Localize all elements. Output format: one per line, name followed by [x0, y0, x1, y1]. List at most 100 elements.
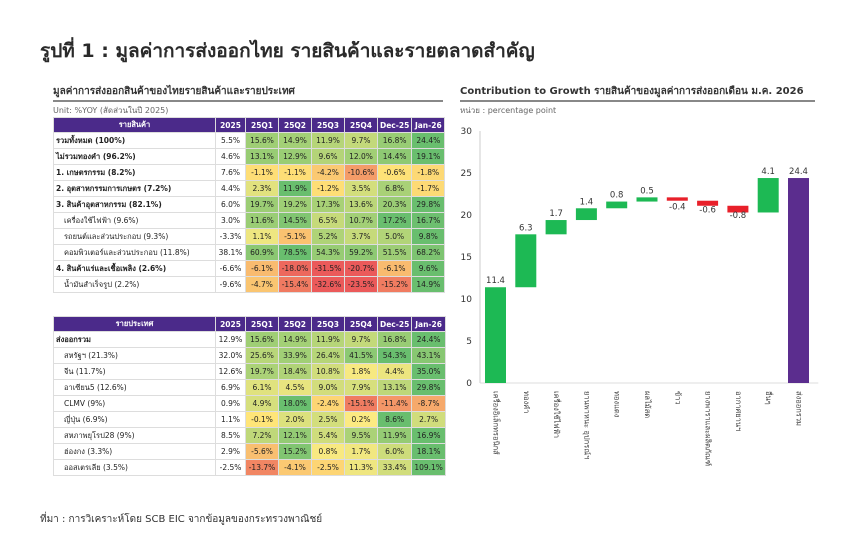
- table-cell: -31.5%: [311, 260, 345, 277]
- table-row: น้ำมันสำเร็จรูป (2.2%) -9.6% -4.7% -15.4% -3…: [53, 276, 446, 293]
- table-cell: -32.6%: [311, 276, 345, 293]
- table-cell: 4.4%: [215, 180, 246, 197]
- table-cell: 0.9%: [215, 395, 246, 412]
- country-table: รายประเทศ 2025 25Q1 25Q2 25Q3 25Q4 Dec-25 Jan-2…: [53, 316, 446, 476]
- row-label: สหรัฐฯ (21.3%): [53, 347, 216, 364]
- bar: [788, 178, 809, 383]
- table-cell: 20.3%: [376, 196, 413, 213]
- table-subtitle: มูลค่าการส่งออกสินค้าของไทยรายสินค้าและร…: [53, 86, 295, 97]
- y-tick-label: 30: [461, 127, 473, 137]
- table-cell: 9.5%: [344, 427, 378, 444]
- table-cell: -1.2%: [311, 180, 345, 197]
- table-cell: -3.3%: [215, 228, 246, 245]
- table-cell: -2.5%: [311, 459, 345, 476]
- column-header: 2025: [215, 316, 246, 332]
- table-cell: 78.5%: [278, 244, 312, 261]
- row-label: จีน (11.7%): [53, 363, 216, 380]
- table-cell: 9.6%: [411, 260, 446, 277]
- y-tick-label: 15: [461, 253, 472, 263]
- table-cell: 12.9%: [215, 331, 246, 348]
- bar: [636, 197, 658, 202]
- table-cell: -4.2%: [311, 164, 345, 181]
- table-cell: 13.1%: [376, 379, 413, 396]
- product-table: รายสินค้า 2025 25Q1 25Q2 25Q3 25Q4 Dec-25 Jan-2…: [53, 117, 446, 293]
- column-header: Jan-26: [411, 316, 446, 332]
- row-label: 4. สินค้าแร่และเชื้อเพลิง (2.6%): [53, 260, 216, 277]
- table-cell: 8.6%: [376, 411, 413, 428]
- table-cell: -18.0%: [278, 260, 312, 277]
- table-cell: -15.4%: [278, 276, 312, 293]
- table-cell: 25.6%: [245, 347, 279, 364]
- table-row: 2. อุตสาหกรรมการเกษตร (7.2%) 4.4% 2.3% 11.9…: [53, 180, 446, 197]
- table-cell: 17.2%: [376, 212, 413, 229]
- table-cell: 54.3%: [376, 347, 413, 364]
- table-cell: 16.9%: [411, 427, 446, 444]
- divider: [460, 100, 815, 102]
- data-label: 1.7: [549, 209, 563, 219]
- table-cell: 38.1%: [215, 244, 246, 261]
- table-cell: 6.9%: [215, 379, 246, 396]
- table-cell: 3.5%: [344, 180, 378, 197]
- table-unit: Unit: %YOY (สัดส่วนในปี 2025): [53, 106, 169, 115]
- table-row: ไม่รวมทองคำ (96.2%) 4.6% 13.1% 12.9% 9.6% 12.…: [53, 148, 446, 165]
- table-cell: -11.4%: [376, 395, 413, 412]
- table-cell: 1.1%: [245, 228, 279, 245]
- y-tick-label: 10: [461, 295, 473, 305]
- column-header: Dec-25: [376, 117, 413, 133]
- table-cell: 2.0%: [278, 411, 312, 428]
- table-cell: 15.6%: [245, 331, 279, 348]
- row-label: อาเซียน5 (12.6%): [53, 379, 216, 396]
- table-cell: 9.0%: [311, 379, 345, 396]
- table-cell: 12.1%: [278, 427, 312, 444]
- divider: [53, 100, 443, 102]
- bar: [757, 178, 779, 213]
- table-cell: -5.1%: [278, 228, 312, 245]
- table-row: ออสเตรเลีย (3.5%) -2.5% -13.7% -4.1% -2.5% 11…: [53, 459, 446, 476]
- table-cell: 4.6%: [215, 148, 246, 165]
- column-header: 25Q2: [278, 117, 312, 133]
- column-header: 25Q3: [311, 117, 345, 133]
- bar: [485, 287, 506, 383]
- row-label: 3. สินค้าอุตสาหกรรม (82.1%): [53, 196, 216, 213]
- table-cell: 11.9%: [278, 180, 312, 197]
- column-header: 25Q4: [344, 117, 378, 133]
- y-tick-label: 0: [466, 379, 472, 389]
- table-cell: 11.6%: [245, 212, 279, 229]
- column-header: Dec-25: [376, 316, 413, 332]
- table-cell: 13.6%: [344, 196, 378, 213]
- table-cell: 11.9%: [311, 331, 345, 348]
- category-label: ข้าว: [673, 391, 682, 405]
- row-label: 2. อุตสาหกรรมการเกษตร (7.2%): [53, 180, 216, 197]
- data-label: -0.4: [669, 202, 686, 212]
- table-cell: 29.8%: [411, 379, 446, 396]
- table-cell: 5.4%: [311, 427, 345, 444]
- table-cell: -1.1%: [278, 164, 312, 181]
- table-cell: 7.2%: [245, 427, 279, 444]
- table-cell: 11.9%: [376, 427, 413, 444]
- table-cell: 4.5%: [278, 379, 312, 396]
- table-row: ฮ่องกง (3.3%) 2.9% -5.6% 15.2% 0.8% 1.7% 6.0% 1…: [53, 443, 446, 460]
- category-label: ยางพาราและผลิตภัณฑ์: [704, 391, 713, 466]
- category-label: อื่นๆ: [764, 391, 774, 405]
- table-row: รถยนต์และส่วนประกอบ (9.3%) -3.3% 1.1% -5.1%…: [53, 228, 446, 245]
- category-label: อากาศยานฯ: [734, 391, 743, 431]
- table-row: CLMV (9%) 0.9% 4.9% 18.0% -2.4% -15.1% -11.4% -…: [53, 395, 446, 412]
- table-cell: 33.9%: [278, 347, 312, 364]
- row-label: ญี่ปุ่น (6.9%): [53, 411, 216, 428]
- table-cell: 43.1%: [411, 347, 446, 364]
- data-label: 0.8: [610, 191, 624, 201]
- column-header: Jan-26: [411, 117, 446, 133]
- category-label: ส่งออกรวม: [795, 391, 804, 426]
- table-cell: 2.7%: [411, 411, 446, 428]
- table-cell: -15.2%: [376, 276, 413, 293]
- table-cell: 32.0%: [215, 347, 246, 364]
- row-label: คอมพิวเตอร์และส่วนประกอบ (11.8%): [53, 244, 216, 261]
- table-cell: 0.2%: [344, 411, 378, 428]
- table-cell: -2.5%: [215, 459, 246, 476]
- bar: [515, 234, 537, 288]
- bar: [545, 220, 567, 235]
- column-header: 25Q1: [245, 316, 279, 332]
- category-label: ยานพาหนะ อุปกรณ์ฯ: [582, 391, 591, 459]
- column-header: 2025: [215, 117, 246, 133]
- header-row: รายประเทศ 2025 25Q1 25Q2 25Q3 25Q4 Dec-25 Jan-2…: [53, 316, 446, 332]
